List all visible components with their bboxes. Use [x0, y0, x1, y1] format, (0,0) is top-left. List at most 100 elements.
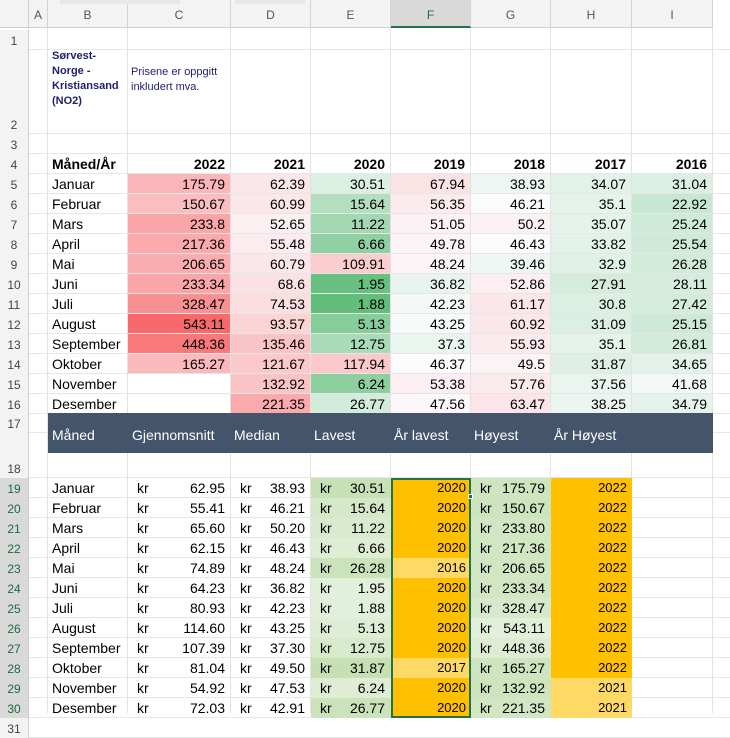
- row-header-6[interactable]: 6: [0, 194, 29, 214]
- row-header-25[interactable]: 25: [0, 598, 29, 618]
- price-cell[interactable]: 56.35: [429, 196, 465, 212]
- summary-avg-value[interactable]: 114.60: [183, 620, 225, 636]
- row-header-12[interactable]: 12: [0, 314, 29, 334]
- price-cell[interactable]: 135.46: [262, 336, 305, 352]
- row-header-21[interactable]: 21: [0, 518, 29, 538]
- price-cell[interactable]: 206.65: [182, 256, 225, 272]
- lowest-year[interactable]: 2020: [437, 700, 466, 715]
- summary-avg-value[interactable]: 81.04: [189, 660, 225, 676]
- summary-high-value[interactable]: 328.47: [502, 600, 545, 616]
- summary-low-value[interactable]: 15.64: [349, 500, 385, 516]
- lowest-year[interactable]: 2020: [437, 520, 466, 535]
- summary-high-value[interactable]: 448.36: [502, 640, 545, 656]
- price-cell[interactable]: 27.42: [671, 296, 707, 312]
- row-header-3[interactable]: 3: [0, 134, 29, 154]
- summary-avg-value[interactable]: 55.41: [189, 500, 225, 516]
- price-cell[interactable]: 51.05: [429, 216, 465, 232]
- price-cell[interactable]: 5.13: [357, 316, 385, 332]
- price-cell[interactable]: 33.82: [590, 236, 626, 252]
- price-cell[interactable]: 15.64: [349, 196, 385, 212]
- lowest-year[interactable]: 2020: [437, 480, 466, 495]
- price-cell[interactable]: 63.47: [509, 396, 545, 412]
- price-cell[interactable]: 47.56: [429, 396, 465, 412]
- summary-high-value[interactable]: 217.36: [502, 540, 545, 556]
- row-header-15[interactable]: 15: [0, 374, 29, 394]
- column-header-e[interactable]: E: [311, 0, 391, 28]
- summary-low-value[interactable]: 1.95: [357, 580, 385, 596]
- summary-avg-value[interactable]: 64.23: [189, 580, 225, 596]
- lowest-year[interactable]: 2020: [437, 600, 466, 615]
- price-cell[interactable]: 41.68: [671, 376, 707, 392]
- price-cell[interactable]: 165.27: [182, 356, 225, 372]
- summary-avg-value[interactable]: 107.39: [182, 640, 225, 656]
- row-header-24[interactable]: 24: [0, 578, 29, 598]
- price-cell[interactable]: 46.43: [509, 236, 545, 252]
- row-header-10[interactable]: 10: [0, 274, 29, 294]
- row-header-18[interactable]: 18: [0, 433, 29, 478]
- summary-low-value[interactable]: 31.87: [349, 660, 385, 676]
- price-cell[interactable]: 57.76: [509, 376, 545, 392]
- price-cell[interactable]: 109.91: [342, 256, 385, 272]
- summary-high-value[interactable]: 233.34: [502, 580, 545, 596]
- summary-median-value[interactable]: 50.20: [269, 520, 305, 536]
- price-cell[interactable]: 233.34: [182, 276, 225, 292]
- price-cell[interactable]: 46.21: [509, 196, 545, 212]
- row-header-16[interactable]: 16: [0, 394, 29, 414]
- price-cell[interactable]: 52.86: [509, 276, 545, 292]
- summary-high-value[interactable]: 175.79: [502, 480, 545, 496]
- summary-avg-value[interactable]: 72.03: [189, 700, 225, 716]
- lowest-year[interactable]: 2020: [437, 540, 466, 555]
- summary-low-value[interactable]: 1.88: [357, 600, 385, 616]
- highest-year[interactable]: 2021: [598, 700, 627, 715]
- lowest-year[interactable]: 2020: [437, 500, 466, 515]
- highest-year[interactable]: 2022: [598, 560, 627, 575]
- summary-low-value[interactable]: 26.28: [349, 560, 385, 576]
- lowest-year[interactable]: 2016: [437, 560, 466, 575]
- highest-year[interactable]: 2022: [598, 660, 627, 675]
- price-cell[interactable]: 26.77: [349, 396, 385, 412]
- summary-median-value[interactable]: 42.23: [269, 600, 305, 616]
- highest-year[interactable]: 2022: [598, 600, 627, 615]
- price-cell[interactable]: 121.67: [262, 356, 305, 372]
- price-cell[interactable]: 34.65: [671, 356, 707, 372]
- price-cell[interactable]: 42.23: [429, 296, 465, 312]
- column-header-h[interactable]: H: [551, 0, 632, 28]
- price-cell[interactable]: 30.8: [598, 296, 626, 312]
- price-cell[interactable]: 31.09: [590, 316, 626, 332]
- summary-high-value[interactable]: 233.80: [502, 520, 545, 536]
- price-cell[interactable]: 43.25: [429, 316, 465, 332]
- row-header-31[interactable]: 31: [0, 718, 29, 738]
- summary-high-value[interactable]: 150.67: [502, 500, 545, 516]
- highest-year[interactable]: 2022: [598, 540, 627, 555]
- price-cell[interactable]: 67.94: [429, 176, 465, 192]
- price-cell[interactable]: 34.07: [590, 176, 626, 192]
- row-header-4[interactable]: 4: [0, 154, 29, 174]
- price-cell[interactable]: 74.53: [269, 296, 305, 312]
- price-cell[interactable]: 32.9: [598, 256, 626, 272]
- row-header-19[interactable]: 19: [0, 478, 29, 498]
- row-header-2[interactable]: 2: [0, 50, 29, 134]
- price-cell[interactable]: 233.8: [189, 216, 225, 232]
- price-cell[interactable]: 25.24: [671, 216, 707, 232]
- price-cell[interactable]: 68.6: [277, 276, 305, 292]
- price-cell[interactable]: 12.75: [349, 336, 385, 352]
- price-cell[interactable]: 221.35: [262, 396, 305, 412]
- price-cell[interactable]: 53.38: [429, 376, 465, 392]
- summary-median-value[interactable]: 42.91: [269, 700, 305, 716]
- highest-year[interactable]: 2022: [598, 620, 627, 635]
- price-cell[interactable]: 31.04: [671, 176, 707, 192]
- column-header-g[interactable]: G: [471, 0, 551, 28]
- price-cell[interactable]: 50.2: [517, 216, 545, 232]
- price-cell[interactable]: 1.88: [357, 296, 385, 312]
- row-header-11[interactable]: 11: [0, 294, 29, 314]
- price-cell[interactable]: 55.48: [269, 236, 305, 252]
- column-header-c[interactable]: C: [128, 0, 231, 28]
- price-cell[interactable]: 62.39: [269, 176, 305, 192]
- highest-year[interactable]: 2021: [598, 680, 627, 695]
- summary-avg-value[interactable]: 80.93: [189, 600, 225, 616]
- highest-year[interactable]: 2022: [598, 520, 627, 535]
- summary-median-value[interactable]: 49.50: [269, 660, 305, 676]
- column-header-d[interactable]: D: [231, 0, 311, 28]
- price-cell[interactable]: 37.56: [590, 376, 626, 392]
- price-cell[interactable]: 34.79: [671, 396, 707, 412]
